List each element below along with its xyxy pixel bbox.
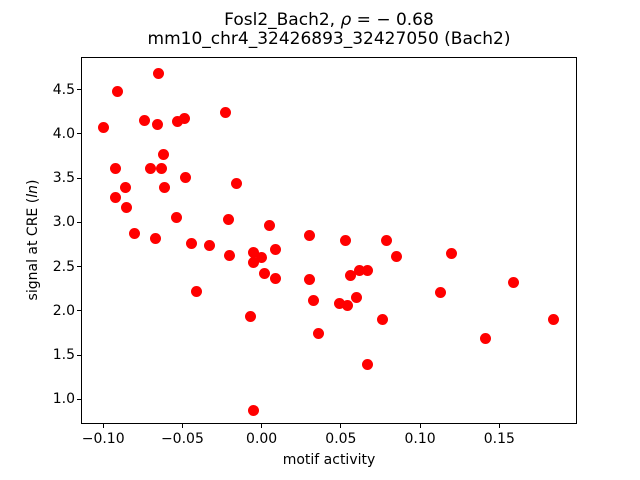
y-tick-label: 2.0 — [52, 302, 75, 319]
y-tick-label: 3.5 — [52, 170, 75, 187]
data-point — [186, 238, 198, 250]
data-point — [245, 310, 257, 322]
y-tick — [77, 354, 81, 356]
y-tick — [77, 177, 81, 179]
data-point — [230, 177, 242, 189]
data-point — [341, 299, 353, 311]
data-point — [303, 274, 315, 286]
title-gene-pair: Fosl2_Bach2, — [224, 10, 341, 30]
plot-area — [81, 57, 577, 424]
y-tick — [77, 266, 81, 268]
x-axis-label: motif activity — [282, 452, 376, 468]
title-rho-symbol: ρ — [340, 10, 352, 30]
data-point — [156, 162, 168, 174]
x-tick — [340, 424, 342, 428]
data-point — [446, 247, 458, 259]
x-tick — [102, 424, 104, 428]
data-point — [111, 85, 123, 97]
data-point — [224, 249, 236, 261]
data-point — [110, 192, 122, 204]
data-point — [222, 214, 234, 226]
data-point — [248, 246, 260, 258]
data-point — [381, 234, 393, 246]
data-point — [270, 273, 282, 285]
data-point — [110, 162, 122, 174]
data-point — [248, 405, 260, 417]
data-point — [508, 277, 520, 288]
x-tick — [419, 424, 421, 428]
data-point — [264, 219, 276, 231]
x-tick-label: 0.10 — [404, 431, 436, 447]
data-point — [97, 122, 109, 134]
x-tick-label: 0.15 — [483, 431, 515, 447]
x-tick-label: −0.05 — [160, 431, 204, 447]
data-point — [303, 230, 315, 242]
chart-title-line1: Fosl2_Bach2, ρ = − 0.68 — [81, 11, 577, 30]
data-point — [129, 228, 141, 240]
data-point — [203, 239, 215, 251]
y-tick — [77, 310, 81, 312]
y-tick-label: 2.5 — [52, 258, 75, 275]
data-point — [219, 107, 231, 119]
data-point — [435, 286, 447, 298]
data-point — [121, 201, 133, 213]
data-point — [256, 252, 268, 264]
y-tick-label: 3.0 — [52, 214, 75, 231]
chart-title: Fosl2_Bach2, ρ = − 0.68 mm10_chr4_324268… — [81, 11, 577, 49]
data-point — [479, 332, 491, 344]
data-point — [149, 232, 161, 244]
y-tick — [77, 398, 81, 400]
x-tick-label: 0.00 — [246, 431, 278, 447]
data-point — [351, 292, 363, 304]
data-point — [172, 116, 184, 128]
data-point — [159, 182, 171, 194]
y-tick-label: 1.0 — [52, 391, 75, 408]
data-point — [313, 328, 325, 340]
data-point — [340, 234, 352, 246]
title-rho-value: = − 0.68 — [351, 10, 434, 30]
x-tick-label: 0.05 — [325, 431, 357, 447]
data-point — [390, 251, 402, 263]
data-point — [270, 244, 282, 256]
data-point — [308, 294, 320, 306]
x-tick — [181, 424, 183, 428]
data-point — [333, 298, 345, 310]
data-point — [180, 171, 192, 183]
y-tick-label: 1.5 — [52, 347, 75, 364]
x-tick — [261, 424, 263, 428]
data-point — [151, 118, 163, 130]
x-tick — [498, 424, 500, 428]
data-point — [153, 68, 165, 80]
data-point — [157, 148, 169, 160]
y-tick-label: 4.5 — [52, 81, 75, 98]
data-point — [145, 162, 157, 174]
data-point — [248, 256, 260, 268]
y-tick — [77, 221, 81, 223]
y-tick-label: 4.0 — [52, 125, 75, 142]
data-point — [138, 115, 150, 127]
chart-subtitle: mm10_chr4_32426893_32427050 (Bach2) — [147, 29, 511, 49]
data-point — [191, 285, 203, 297]
data-point — [259, 268, 271, 280]
y-tick — [77, 89, 81, 91]
data-point — [344, 269, 356, 281]
data-point — [362, 359, 374, 371]
data-point — [354, 264, 366, 276]
data-point — [376, 314, 388, 326]
data-point — [119, 182, 131, 194]
data-point — [547, 314, 559, 326]
data-point — [170, 212, 182, 224]
data-point — [362, 264, 374, 276]
y-tick — [77, 133, 81, 135]
x-tick-label: −0.10 — [81, 431, 125, 447]
data-point — [178, 113, 190, 125]
